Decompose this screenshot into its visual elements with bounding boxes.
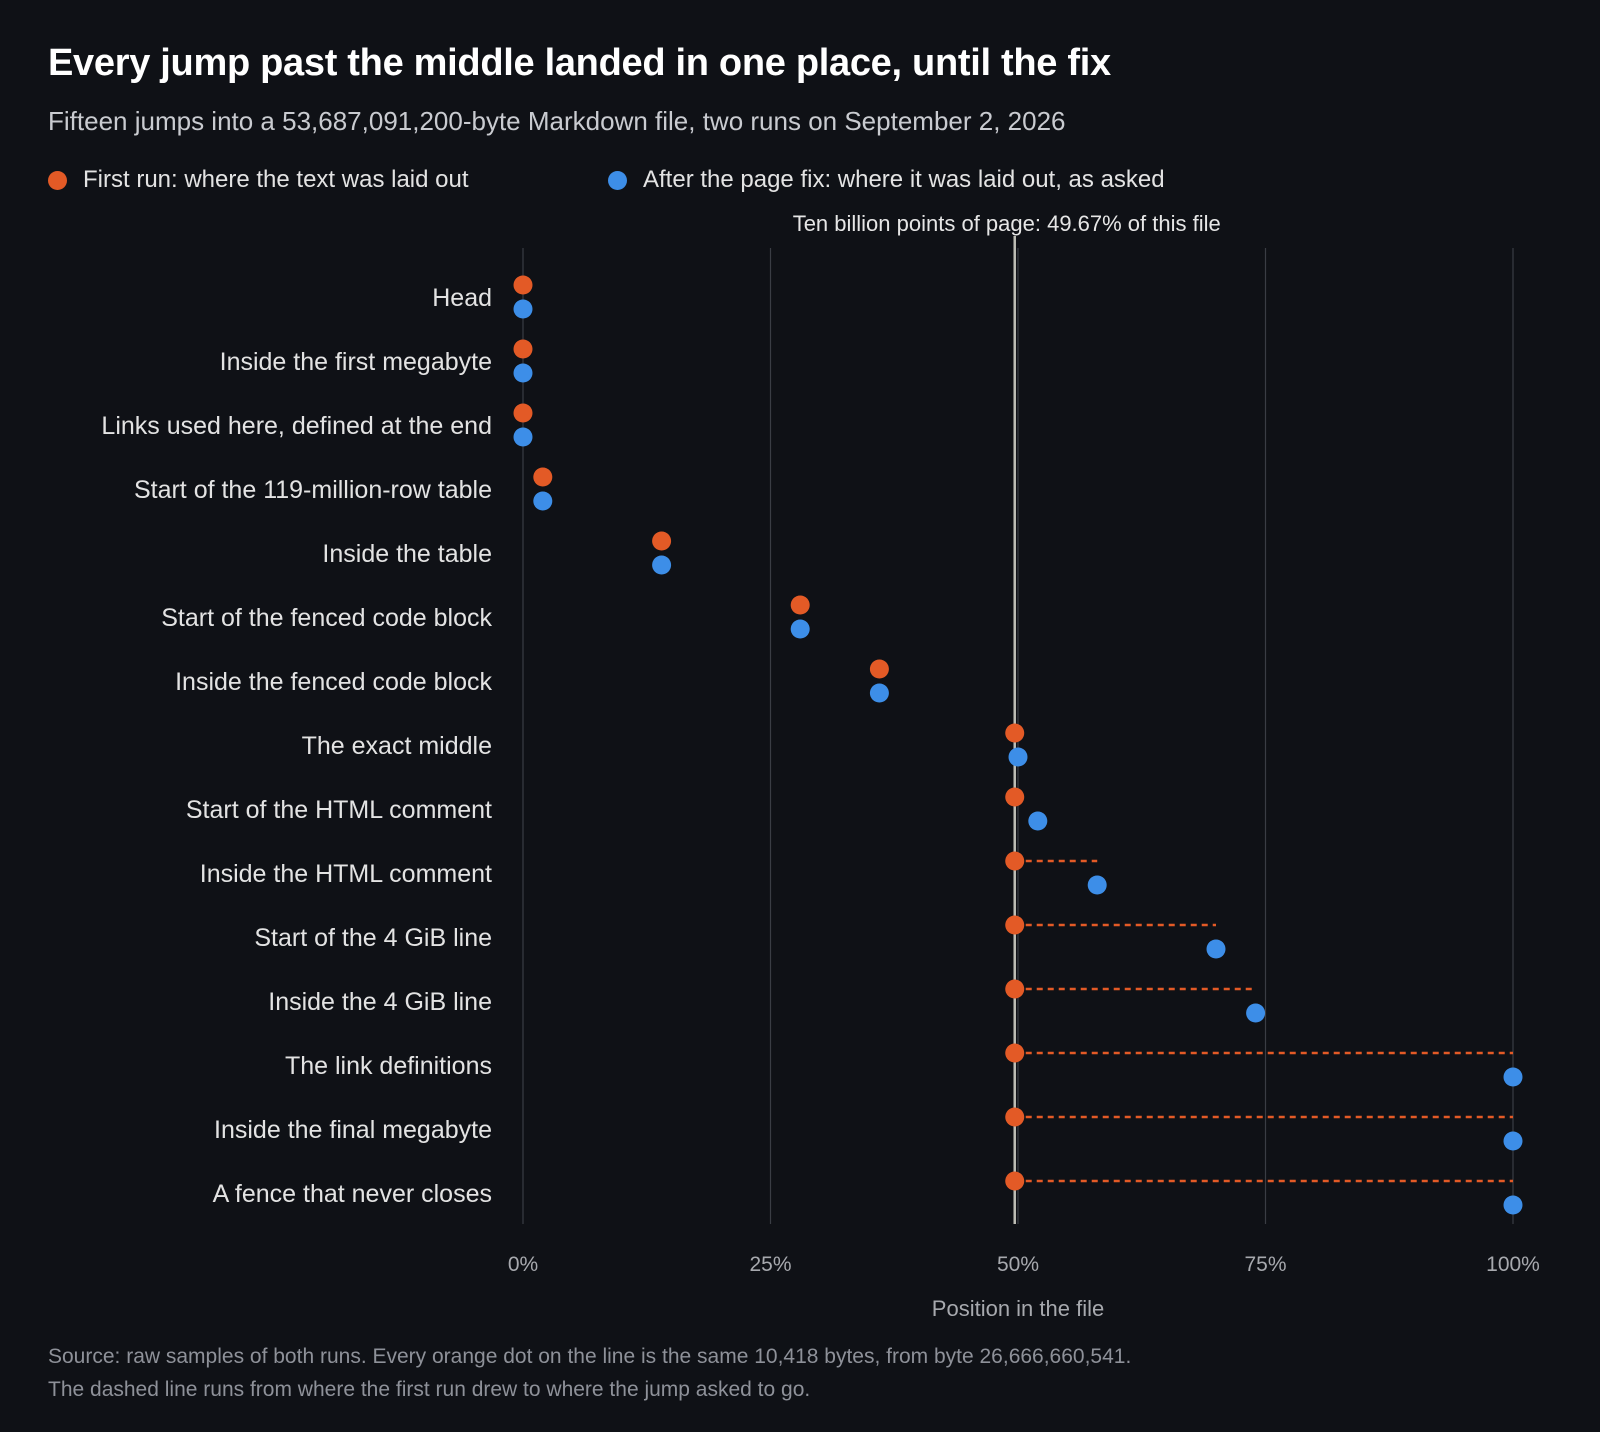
first-run-dot [1005, 1043, 1025, 1063]
row-label: The link definitions [285, 1052, 492, 1080]
after-fix-dot [1503, 1067, 1523, 1087]
row-label: Inside the final megabyte [214, 1116, 492, 1144]
after-fix-dot [1246, 1003, 1266, 1023]
row-label: Inside the table [322, 540, 492, 568]
after-fix-dot [1087, 875, 1107, 895]
after-fix-dot [1206, 939, 1226, 959]
first-run-dot [790, 595, 810, 615]
first-run-dot [1005, 1107, 1025, 1127]
first-run-dot [1005, 915, 1025, 935]
first-run-dot [1005, 851, 1025, 871]
first-run-dot [513, 275, 533, 295]
first-run-dot [513, 403, 533, 423]
first-run-dot [1005, 723, 1025, 743]
row-label: Links used here, defined at the end [101, 412, 492, 440]
legend-swatch-first-run [48, 170, 67, 190]
after-fix-dot [513, 363, 533, 383]
legend-swatch-after-fix [608, 170, 627, 190]
first-run-dot [1005, 979, 1025, 999]
x-tick-label: 75% [1244, 1253, 1286, 1276]
reference-line-label: Ten billion points of page: 49.67% of th… [793, 211, 1221, 236]
chart-title: Every jump past the middle landed in one… [48, 42, 1111, 84]
x-axis-label: Position in the file [932, 1296, 1104, 1321]
row-label: Start of the HTML comment [186, 796, 492, 824]
row-label: Start of the fenced code block [161, 604, 492, 632]
row-label: Start of the 119-million-row table [134, 476, 492, 504]
chart-subtitle: Fifteen jumps into a 53,687,091,200-byte… [48, 106, 1066, 136]
after-fix-dot [1503, 1131, 1523, 1151]
legend: First run: where the text was laid out A… [48, 166, 1548, 196]
row-label: Start of the 4 GiB line [254, 924, 492, 952]
after-fix-dot [513, 299, 533, 319]
after-fix-dot [1503, 1195, 1523, 1215]
row-label: Inside the HTML comment [200, 860, 492, 888]
x-tick-label: 0% [508, 1253, 538, 1276]
after-fix-dot [790, 619, 810, 639]
row-label: The exact middle [302, 732, 492, 760]
after-fix-dot [513, 427, 533, 447]
legend-label-after-fix: After the page fix: where it was laid ou… [643, 166, 1165, 193]
after-fix-dot [652, 555, 672, 575]
x-tick-label: 100% [1486, 1253, 1540, 1276]
after-fix-dot [1008, 747, 1028, 767]
row-label: Inside the 4 GiB line [268, 988, 492, 1016]
x-tick-label: 25% [749, 1253, 791, 1276]
legend-item-first-run: First run: where the text was laid out [48, 166, 469, 194]
first-run-dot [513, 339, 533, 359]
row-label: Head [432, 284, 492, 312]
after-fix-dot [533, 491, 553, 511]
footer-notes: Source: raw samples of both runs. Every … [48, 1340, 1131, 1406]
source-note: Source: raw samples of both runs. Every … [48, 1345, 1132, 1368]
row-label: Inside the fenced code block [175, 668, 492, 696]
x-tick-label: 50% [997, 1253, 1039, 1276]
first-run-dot [869, 659, 889, 679]
first-run-dot [1005, 787, 1025, 807]
legend-label-first-run: First run: where the text was laid out [83, 166, 469, 193]
first-run-dot [652, 531, 672, 551]
after-fix-dot [869, 683, 889, 703]
row-label: A fence that never closes [213, 1180, 492, 1208]
first-run-dot [533, 467, 553, 487]
first-run-dot [1005, 1171, 1025, 1191]
after-fix-dot [1028, 811, 1048, 831]
dashed-line-note: The dashed line runs from where the firs… [48, 1378, 811, 1401]
legend-item-after-fix: After the page fix: where it was laid ou… [608, 166, 1165, 194]
row-label: Inside the first megabyte [220, 348, 492, 376]
